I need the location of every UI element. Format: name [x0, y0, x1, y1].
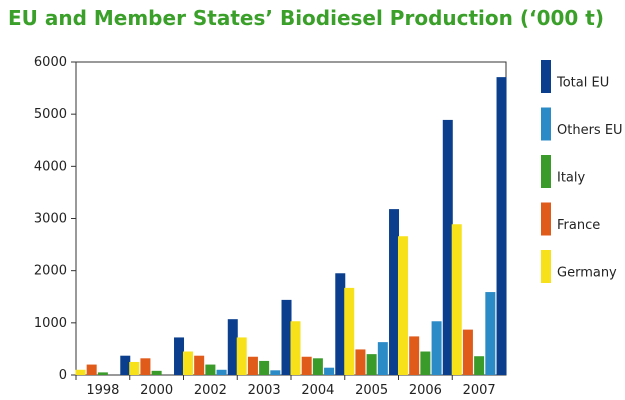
- bar-france-2005: [355, 349, 366, 375]
- y-tick-label: 2000: [34, 264, 67, 279]
- y-tick-label: 6000: [34, 55, 67, 70]
- bar-germany-2007: [451, 224, 462, 375]
- x-tick-label: 2007: [463, 383, 496, 398]
- legend-swatch-italy: [541, 155, 551, 188]
- legend-swatch-total-eu: [541, 60, 551, 93]
- x-tick-label: 2000: [140, 383, 173, 398]
- bar-france-2007: [462, 329, 473, 375]
- chart-legend: Total EU Others EU Italy France Germany: [541, 60, 623, 283]
- bar-italy-2006: [420, 351, 431, 375]
- bar-total-eu-2002: [227, 319, 238, 375]
- bar-germany-1998: [75, 369, 86, 375]
- bar-italy-2002: [205, 364, 216, 375]
- legend-label-germany: Germany: [557, 266, 617, 281]
- x-tick-label: 2004: [301, 383, 334, 398]
- bar-italy-2004: [312, 358, 323, 375]
- legend-label-france: France: [557, 218, 600, 233]
- bar-italy-1998: [97, 372, 108, 375]
- bar-italy-2003: [259, 360, 270, 375]
- bar-italy-2000: [151, 370, 162, 375]
- bar-total-eu-2000: [174, 337, 185, 375]
- legend-swatch-germany: [541, 250, 551, 283]
- chart-title: EU and Member States’ Biodiesel Producti…: [8, 6, 604, 30]
- bar-total-eu-2003: [281, 299, 292, 375]
- bar-france-2006: [409, 336, 420, 375]
- x-tick-label: 2005: [355, 383, 388, 398]
- bar-france-2002: [194, 355, 205, 375]
- bar-germany-2003: [236, 337, 247, 375]
- bar-others-eu-2005: [377, 342, 388, 375]
- chart-bars: [75, 77, 507, 375]
- bar-france-2003: [247, 356, 258, 375]
- bar-germany-2000: [129, 361, 140, 375]
- bar-germany-2006: [397, 236, 408, 375]
- y-tick-label: 4000: [34, 159, 67, 174]
- chart-axes: 0 1000 2000 3000 4000 5000 6000 1998 2000 2002 200…: [34, 55, 507, 398]
- x-tick-label: 2002: [194, 383, 227, 398]
- bar-france-1998: [86, 364, 97, 375]
- bar-others-eu-2002: [216, 369, 227, 375]
- bar-italy-2007: [474, 356, 485, 375]
- bar-others-eu-2007: [485, 292, 496, 375]
- bar-france-2004: [301, 356, 312, 375]
- bar-total-eu-2006: [442, 119, 453, 375]
- legend-label-italy: Italy: [557, 171, 586, 186]
- x-tick-label: 2006: [409, 383, 442, 398]
- y-tick-label: 3000: [34, 212, 67, 227]
- bar-france-2000: [140, 358, 151, 375]
- bar-others-eu-2004: [324, 367, 335, 375]
- legend-label-total-eu: Total EU: [556, 76, 609, 91]
- y-tick-label: 1000: [34, 316, 67, 331]
- bar-total-eu-2005: [389, 209, 400, 375]
- bar-total-eu-2004: [335, 273, 346, 375]
- x-tick-label: 1998: [86, 383, 119, 398]
- bar-germany-2005: [344, 287, 355, 375]
- bar-germany-2002: [182, 351, 193, 375]
- bar-total-eu-2007: [496, 77, 507, 375]
- bar-total-eu-1998: [120, 355, 131, 375]
- bar-others-eu-2003: [270, 370, 281, 375]
- legend-label-others-eu: Others EU: [557, 123, 623, 138]
- legend-swatch-others-eu: [541, 107, 551, 141]
- bar-others-eu-2006: [431, 321, 442, 375]
- y-tick-label: 0: [59, 368, 67, 383]
- x-tick-label: 2003: [248, 383, 281, 398]
- y-tick-label: 5000: [34, 107, 67, 122]
- legend-swatch-france: [541, 202, 551, 236]
- bar-germany-2004: [290, 321, 301, 375]
- bar-italy-2005: [366, 354, 377, 375]
